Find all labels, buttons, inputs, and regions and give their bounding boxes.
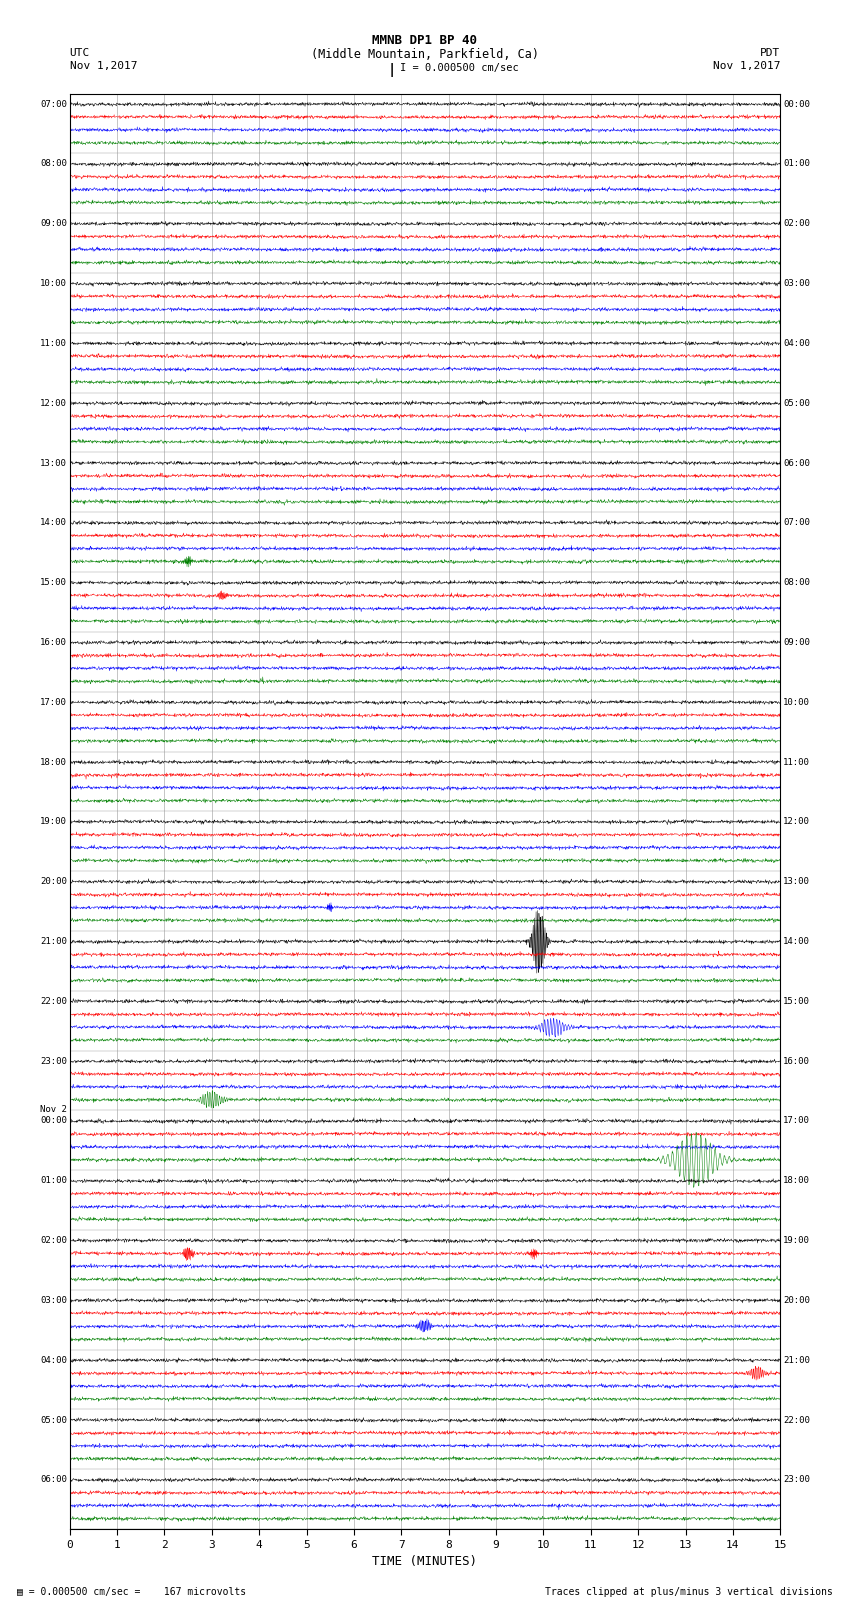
Text: 16:00: 16:00: [783, 1057, 810, 1066]
Text: 14:00: 14:00: [40, 518, 67, 527]
Text: Nov 2: Nov 2: [40, 1105, 67, 1115]
Text: 06:00: 06:00: [40, 1476, 67, 1484]
Text: 15:00: 15:00: [783, 997, 810, 1007]
Text: PDT: PDT: [760, 48, 780, 58]
Text: 18:00: 18:00: [40, 758, 67, 766]
Text: (Middle Mountain, Parkfield, Ca): (Middle Mountain, Parkfield, Ca): [311, 48, 539, 61]
Text: 05:00: 05:00: [783, 398, 810, 408]
Text: 03:00: 03:00: [40, 1295, 67, 1305]
Text: 18:00: 18:00: [783, 1176, 810, 1186]
Text: 00:00: 00:00: [40, 1116, 67, 1126]
Text: 23:00: 23:00: [40, 1057, 67, 1066]
Text: 08:00: 08:00: [40, 160, 67, 168]
Text: ▤ = 0.000500 cm/sec =    167 microvolts: ▤ = 0.000500 cm/sec = 167 microvolts: [17, 1587, 246, 1597]
Text: 06:00: 06:00: [783, 458, 810, 468]
Text: MMNB DP1 BP 40: MMNB DP1 BP 40: [372, 34, 478, 47]
Text: 02:00: 02:00: [40, 1236, 67, 1245]
Text: 13:00: 13:00: [40, 458, 67, 468]
Text: Traces clipped at plus/minus 3 vertical divisions: Traces clipped at plus/minus 3 vertical …: [545, 1587, 833, 1597]
Text: 22:00: 22:00: [40, 997, 67, 1007]
Text: UTC: UTC: [70, 48, 90, 58]
Text: 17:00: 17:00: [40, 698, 67, 706]
Text: 19:00: 19:00: [40, 818, 67, 826]
Text: 01:00: 01:00: [40, 1176, 67, 1186]
Text: 09:00: 09:00: [40, 219, 67, 229]
Text: 02:00: 02:00: [783, 219, 810, 229]
Text: 17:00: 17:00: [783, 1116, 810, 1126]
Text: Nov 1,2017: Nov 1,2017: [70, 61, 137, 71]
Text: 13:00: 13:00: [783, 877, 810, 886]
Text: 10:00: 10:00: [40, 279, 67, 289]
Text: 20:00: 20:00: [783, 1295, 810, 1305]
Text: 14:00: 14:00: [783, 937, 810, 947]
Text: |: |: [388, 63, 396, 77]
Text: 08:00: 08:00: [783, 577, 810, 587]
Text: 11:00: 11:00: [783, 758, 810, 766]
Text: 04:00: 04:00: [40, 1357, 67, 1365]
Text: 00:00: 00:00: [783, 100, 810, 108]
Text: 12:00: 12:00: [40, 398, 67, 408]
Text: 05:00: 05:00: [40, 1416, 67, 1424]
Text: 11:00: 11:00: [40, 339, 67, 348]
Text: 21:00: 21:00: [783, 1357, 810, 1365]
Text: 04:00: 04:00: [783, 339, 810, 348]
Text: I = 0.000500 cm/sec: I = 0.000500 cm/sec: [400, 63, 518, 73]
Text: 07:00: 07:00: [40, 100, 67, 108]
Text: 21:00: 21:00: [40, 937, 67, 947]
Text: 12:00: 12:00: [783, 818, 810, 826]
Text: 20:00: 20:00: [40, 877, 67, 886]
Text: Nov 1,2017: Nov 1,2017: [713, 61, 780, 71]
Text: 19:00: 19:00: [783, 1236, 810, 1245]
Text: 22:00: 22:00: [783, 1416, 810, 1424]
Text: 16:00: 16:00: [40, 639, 67, 647]
X-axis label: TIME (MINUTES): TIME (MINUTES): [372, 1555, 478, 1568]
Text: 09:00: 09:00: [783, 639, 810, 647]
Text: 23:00: 23:00: [783, 1476, 810, 1484]
Text: 15:00: 15:00: [40, 577, 67, 587]
Text: 01:00: 01:00: [783, 160, 810, 168]
Text: 07:00: 07:00: [783, 518, 810, 527]
Text: 03:00: 03:00: [783, 279, 810, 289]
Text: 10:00: 10:00: [783, 698, 810, 706]
